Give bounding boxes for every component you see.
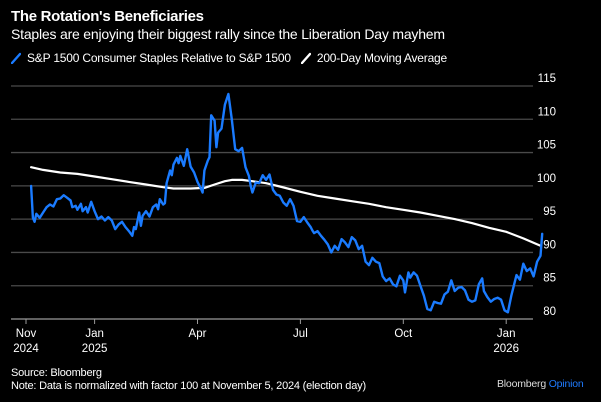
y-tick-label: 95 — [543, 206, 556, 218]
blue-line-swatch-icon — [11, 52, 21, 64]
x-tick-label: Jan — [497, 328, 516, 340]
y-tick-label: 80 — [543, 306, 556, 318]
x-tick-year-label: 2026 — [493, 343, 519, 355]
series-lines — [29, 92, 544, 314]
y-tick-label: 105 — [537, 140, 556, 152]
y-axis-ticks: 80 85 90 95 100 105 110 115 — [537, 73, 556, 318]
y-tick-label: 110 — [538, 106, 556, 118]
legend-item-staples: S&P 1500 Consumer Staples Relative to S&… — [11, 51, 291, 65]
source-note: Source: Bloomberg — [11, 367, 102, 379]
legend-label-staples: S&P 1500 Consumer Staples Relative to S&… — [27, 51, 291, 65]
brand-accent: Opinion — [548, 378, 584, 390]
y-tick-label: 115 — [538, 73, 556, 85]
brand-name: Bloomberg — [497, 378, 546, 390]
normalization-note: Note: Data is normalized with factor 100… — [11, 380, 366, 392]
x-tick-label: Apr — [189, 328, 207, 340]
chart-title: The Rotation's Beneficiaries — [11, 8, 204, 25]
x-tick-year-label: 2025 — [82, 343, 108, 355]
staples-relative-line — [29, 92, 544, 314]
x-tick-label: Nov — [16, 328, 37, 340]
x-tick-label: Jul — [293, 328, 308, 340]
y-tick-label: 90 — [543, 239, 556, 251]
legend-label-moving-average: 200-Day Moving Average — [316, 51, 447, 65]
chart-subtitle: Staples are enjoying their biggest rally… — [11, 26, 445, 42]
x-tick-year-label: 2024 — [13, 343, 39, 355]
y-tick-label: 85 — [543, 273, 556, 285]
white-line-swatch-icon — [300, 52, 311, 64]
legend-item-moving-average: 200-Day Moving Average — [300, 51, 447, 65]
x-tick-label: Jan — [85, 328, 104, 340]
footer: Source: Bloomberg Note: Data is normaliz… — [11, 367, 366, 393]
legend: S&P 1500 Consumer Staples Relative to S&… — [11, 51, 457, 65]
gridlines — [11, 85, 533, 287]
y-tick-label: 100 — [537, 173, 556, 185]
brand-logo: Bloomberg Opinion — [497, 378, 584, 390]
x-axis: Nov 2024 Jan 2025 Apr Jul Oct Jan 2026 — [11, 318, 533, 355]
x-tick-label: Oct — [394, 328, 413, 340]
